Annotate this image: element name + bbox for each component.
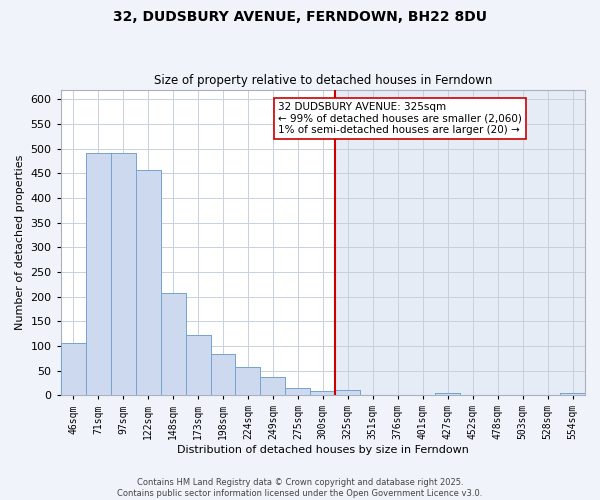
Bar	[335, 90, 585, 395]
Bar	[161, 292, 185, 395]
Bar	[110, 152, 136, 395]
Bar	[435, 392, 460, 395]
Bar	[86, 152, 110, 395]
Bar	[560, 392, 585, 395]
Title: Size of property relative to detached houses in Ferndown: Size of property relative to detached ho…	[154, 74, 492, 87]
Bar	[286, 388, 310, 395]
Bar	[335, 390, 361, 395]
X-axis label: Distribution of detached houses by size in Ferndown: Distribution of detached houses by size …	[177, 445, 469, 455]
Text: 32, DUDSBURY AVENUE, FERNDOWN, BH22 8DU: 32, DUDSBURY AVENUE, FERNDOWN, BH22 8DU	[113, 10, 487, 24]
Bar	[61, 344, 86, 395]
Bar	[136, 170, 161, 395]
Bar	[161, 292, 185, 395]
Bar	[310, 391, 335, 395]
Bar	[185, 334, 211, 395]
Bar	[86, 152, 110, 395]
Text: Contains HM Land Registry data © Crown copyright and database right 2025.
Contai: Contains HM Land Registry data © Crown c…	[118, 478, 482, 498]
Bar	[335, 390, 361, 395]
Text: 32 DUDSBURY AVENUE: 325sqm
← 99% of detached houses are smaller (2,060)
1% of se: 32 DUDSBURY AVENUE: 325sqm ← 99% of deta…	[278, 102, 522, 135]
Bar	[61, 344, 86, 395]
Y-axis label: Number of detached properties: Number of detached properties	[15, 154, 25, 330]
Bar	[260, 377, 286, 395]
Bar	[136, 170, 161, 395]
Bar	[235, 366, 260, 395]
Bar	[310, 391, 335, 395]
Bar	[235, 366, 260, 395]
Bar	[110, 152, 136, 395]
Bar	[211, 354, 235, 395]
Bar	[286, 388, 310, 395]
Bar	[185, 334, 211, 395]
Bar	[211, 354, 235, 395]
Bar	[560, 392, 585, 395]
Bar	[260, 377, 286, 395]
Bar	[435, 392, 460, 395]
